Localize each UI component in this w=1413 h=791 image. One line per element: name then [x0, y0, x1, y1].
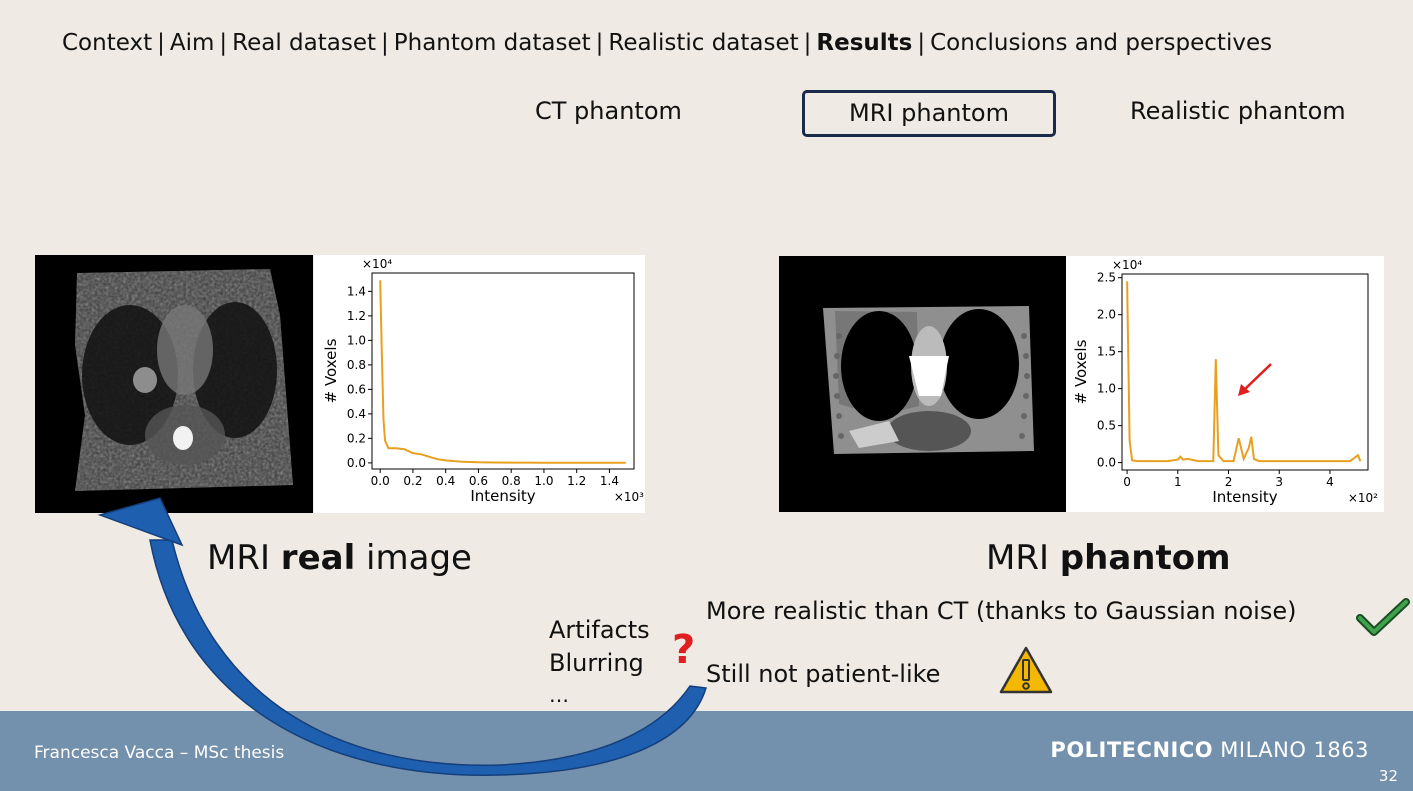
- y-tick-label: 1.4: [347, 284, 366, 298]
- x-tick-label: 4: [1326, 475, 1334, 489]
- x-tick-label: 2: [1225, 475, 1233, 489]
- footer-author: Francesca Vacca – MSc thesis: [34, 743, 285, 763]
- x-multiplier: ×10³: [614, 490, 644, 504]
- plot-frame: [1121, 273, 1369, 471]
- x-tick-label: 1.0: [534, 474, 553, 488]
- y-multiplier: ×10⁴: [1112, 258, 1142, 272]
- x-axis-label: Intensity: [470, 487, 535, 505]
- x-tick-label: 1.2: [567, 474, 586, 488]
- y-tick-label: 1.0: [1097, 382, 1116, 396]
- note-more-realistic: More realistic than CT (thanks to Gaussi…: [706, 597, 1297, 625]
- x-tick-label: 0.4: [436, 474, 455, 488]
- x-tick-label: 0.0: [371, 474, 390, 488]
- checkmark-icon: [1356, 598, 1410, 636]
- nav-separator: |: [595, 30, 604, 56]
- tab-realistic-phantom[interactable]: Realistic phantom: [1130, 97, 1346, 125]
- y-tick-label: 0.8: [347, 358, 366, 372]
- y-tick-label: 0.6: [347, 382, 366, 396]
- y-tick-label: 1.2: [347, 309, 366, 323]
- x-tick-label: 0.2: [403, 474, 422, 488]
- x-tick-label: 1.4: [600, 474, 619, 488]
- mri-phantom-image: [779, 256, 1066, 512]
- nav-item-context[interactable]: Context: [62, 30, 153, 56]
- caption-mri-phantom: MRI phantom: [986, 538, 1231, 578]
- y-tick-label: 2.0: [1097, 308, 1116, 322]
- nav-separator: |: [803, 30, 812, 56]
- question-mark: ?: [672, 627, 696, 673]
- x-tick-label: 0.6: [469, 474, 488, 488]
- footer: Francesca Vacca – MSc thesis POLITECNICO…: [0, 711, 1413, 791]
- series-line-0: [379, 280, 626, 464]
- y-tick-label: 0.5: [1097, 419, 1116, 433]
- y-axis-label: # Voxels: [322, 338, 340, 403]
- nav-separator: |: [219, 30, 228, 56]
- x-axis-label: Intensity: [1212, 488, 1277, 506]
- y-tick-label: 1.0: [347, 333, 366, 347]
- tab-ct-phantom[interactable]: CT phantom: [535, 97, 682, 125]
- nav-item-aim[interactable]: Aim: [169, 30, 215, 56]
- note-not-patient-like: Still not patient-like: [706, 660, 941, 688]
- x-tick-label: 3: [1275, 475, 1283, 489]
- warning-icon: [999, 646, 1053, 694]
- tab-mri-phantom[interactable]: MRI phantom: [802, 90, 1056, 137]
- nav-item-conclusions[interactable]: Conclusions and perspectives: [930, 30, 1273, 56]
- nav-item-results[interactable]: Results: [816, 30, 913, 56]
- y-tick-label: 0.0: [347, 456, 366, 470]
- nav-item-real-dataset[interactable]: Real dataset: [232, 30, 376, 56]
- plot-frame: [371, 272, 635, 470]
- red-arrow-icon: [1238, 363, 1272, 396]
- nav-item-realistic-dataset[interactable]: Realistic dataset: [608, 30, 799, 56]
- nav-separator: |: [157, 30, 165, 56]
- x-tick-label: 1: [1174, 475, 1182, 489]
- nav-separator: |: [917, 30, 926, 56]
- section-nav: Context | Aim | Real dataset | Phantom dataset…: [62, 30, 1392, 56]
- y-axis-label: # Voxels: [1072, 339, 1090, 404]
- y-tick-label: 1.5: [1097, 345, 1116, 359]
- y-tick-label: 0.4: [347, 407, 366, 421]
- x-tick-label: 0: [1123, 475, 1131, 489]
- nav-separator: |: [381, 30, 389, 56]
- page-number: 32: [1378, 767, 1398, 785]
- mri-real-histogram: 0.0 0.2 0.4 0.6 0.8 1.0 1.2 1.4 0.0 0.2 0.4 0.6 0.8 1…: [314, 255, 645, 513]
- histogram-chart-phantom: 0 1 2 3 4 0.0 0.5 1.0 1.5 2.0 2.5 Intensity # Voxels…: [1072, 258, 1378, 506]
- y-tick-label: 2.5: [1097, 271, 1116, 285]
- note-blurring: Blurring: [549, 649, 644, 677]
- mri-real-image: [35, 255, 313, 513]
- note-ellipsis: …: [549, 683, 569, 707]
- footer-logo: POLITECNICO MILANO 1863: [1050, 738, 1369, 762]
- caption-mri-real: MRI real image: [207, 538, 472, 578]
- y-tick-label: 0.2: [347, 431, 366, 445]
- histogram-chart-real: 0.0 0.2 0.4 0.6 0.8 1.0 1.2 1.4 0.0 0.2 0.4 0.6 0.8 1…: [322, 257, 644, 505]
- x-multiplier: ×10²: [1348, 491, 1378, 505]
- mri-phantom-histogram: 0 1 2 3 4 0.0 0.5 1.0 1.5 2.0 2.5 Intensity # Voxels…: [1066, 256, 1384, 512]
- y-multiplier: ×10⁴: [362, 257, 392, 271]
- y-tick-label: 0.0: [1097, 456, 1116, 470]
- note-artifacts: Artifacts: [549, 616, 650, 644]
- nav-item-phantom-dataset[interactable]: Phantom dataset: [393, 30, 591, 56]
- x-tick-label: 0.8: [502, 474, 521, 488]
- series-line-0: [1126, 281, 1362, 463]
